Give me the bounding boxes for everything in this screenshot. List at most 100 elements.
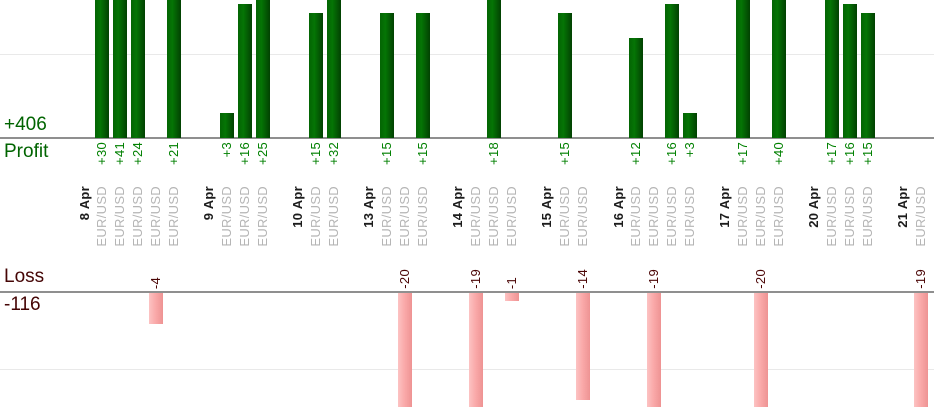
instrument-label: EUR/USD — [503, 186, 519, 247]
instrument-label: EUR/USD — [913, 186, 929, 247]
profit-bar[interactable] — [130, 0, 145, 138]
instrument-label: EUR/USD — [468, 186, 484, 247]
loss-bar[interactable] — [753, 293, 768, 407]
profit-value-label: +41 — [112, 142, 128, 165]
loss-value-label: -19 — [913, 269, 929, 289]
instrument-label: EUR/USD — [379, 186, 395, 247]
instrument-label: EUR/USD — [94, 186, 110, 247]
loss-bar[interactable] — [914, 293, 929, 407]
instrument-label: EUR/USD — [396, 186, 412, 247]
profit-value-label: +15 — [557, 142, 573, 165]
instrument-label: EUR/USD — [663, 186, 679, 247]
instrument-label: EUR/USD — [485, 186, 501, 247]
profit-value-label: +21 — [165, 142, 181, 165]
profit-value-label: +3 — [681, 142, 697, 158]
loss-value-label: -14 — [574, 269, 590, 289]
profit-value-label: +3 — [218, 142, 234, 158]
date-label: 9 Apr — [201, 186, 217, 221]
instrument-label: EUR/USD — [254, 186, 270, 247]
loss-series-label: Loss — [4, 266, 45, 287]
profit-total: +406 — [4, 114, 47, 135]
date-label: 13 Apr — [361, 186, 377, 228]
instrument-label: EUR/USD — [681, 186, 697, 247]
profit-bar[interactable] — [664, 4, 679, 138]
loss-bar[interactable] — [469, 293, 484, 407]
instrument-label: EUR/USD — [112, 186, 128, 247]
profit-value-label: +16 — [236, 142, 252, 165]
profit-value-label: +16 — [841, 142, 857, 165]
profit-value-label: +18 — [485, 142, 501, 165]
profit-value-label: +15 — [414, 142, 430, 165]
profit-bar[interactable] — [682, 112, 697, 138]
profit-bar[interactable] — [255, 0, 270, 138]
date-label: 21 Apr — [895, 186, 911, 228]
profit-bar[interactable] — [486, 0, 501, 138]
loss-value-label: -19 — [646, 269, 662, 289]
instrument-label: EUR/USD — [770, 186, 786, 247]
profit-bar[interactable] — [736, 0, 751, 138]
profit-bar[interactable] — [860, 12, 875, 138]
profit-gridline-10 — [0, 54, 934, 55]
instrument-label: EUR/USD — [147, 186, 163, 247]
instrument-label: EUR/USD — [557, 186, 573, 247]
loss-value-label: -4 — [147, 276, 163, 289]
loss-total: -116 — [4, 294, 41, 315]
date-label: 17 Apr — [717, 186, 733, 228]
profit-value-label: +17 — [824, 142, 840, 165]
profit-value-label: +15 — [379, 142, 395, 165]
profit-value-label: +15 — [859, 142, 875, 165]
profit-axis-line — [0, 137, 934, 139]
loss-bar[interactable] — [397, 293, 412, 407]
profit-bar[interactable] — [237, 4, 252, 138]
instrument-label: EUR/USD — [129, 186, 145, 247]
instrument-label: EUR/USD — [325, 186, 341, 247]
date-label: 16 Apr — [610, 186, 626, 228]
date-label: 10 Apr — [290, 186, 306, 228]
loss-gridline-10 — [0, 369, 934, 370]
loss-bar[interactable] — [148, 293, 163, 324]
profit-bar[interactable] — [326, 0, 341, 138]
profit-value-label: +24 — [129, 142, 145, 165]
loss-value-label: -1 — [503, 276, 519, 289]
profit-value-label: +40 — [770, 142, 786, 165]
date-label: 20 Apr — [806, 186, 822, 228]
instrument-label: EUR/USD — [236, 186, 252, 247]
profit-value-label: +25 — [254, 142, 270, 165]
profit-value-label: +32 — [325, 142, 341, 165]
date-label: 8 Apr — [76, 186, 92, 221]
instrument-label: EUR/USD — [824, 186, 840, 247]
profit-bar[interactable] — [825, 0, 840, 138]
profit-bar[interactable] — [771, 0, 786, 138]
loss-value-label: -19 — [468, 269, 484, 289]
instrument-label: EUR/USD — [414, 186, 430, 247]
profit-value-label: +17 — [735, 142, 751, 165]
profit-bar[interactable] — [558, 12, 573, 138]
profit-bar[interactable] — [415, 12, 430, 138]
profit-bar[interactable] — [219, 112, 234, 138]
profit-bar[interactable] — [95, 0, 110, 138]
instrument-label: EUR/USD — [628, 186, 644, 247]
profit-value-label: +16 — [663, 142, 679, 165]
instrument-label: EUR/USD — [646, 186, 662, 247]
profit-value-label: +15 — [307, 142, 323, 165]
instrument-label: EUR/USD — [165, 186, 181, 247]
profit-value-label: +12 — [628, 142, 644, 165]
instrument-label: EUR/USD — [841, 186, 857, 247]
loss-bar[interactable] — [647, 293, 662, 407]
instrument-label: EUR/USD — [574, 186, 590, 247]
loss-bar[interactable] — [504, 293, 519, 301]
loss-bar[interactable] — [575, 293, 590, 401]
profit-bar[interactable] — [166, 0, 181, 138]
loss-axis-line — [0, 291, 934, 293]
loss-value-label: -20 — [752, 269, 768, 289]
instrument-label: EUR/USD — [307, 186, 323, 247]
date-label: 15 Apr — [539, 186, 555, 228]
instrument-label: EUR/USD — [735, 186, 751, 247]
profit-bar[interactable] — [842, 4, 857, 138]
profit-series-label: Profit — [4, 141, 49, 162]
profit-bar[interactable] — [308, 12, 323, 138]
profit-bar[interactable] — [629, 37, 644, 138]
profit-bar[interactable] — [113, 0, 128, 138]
profit-bar[interactable] — [380, 12, 395, 138]
